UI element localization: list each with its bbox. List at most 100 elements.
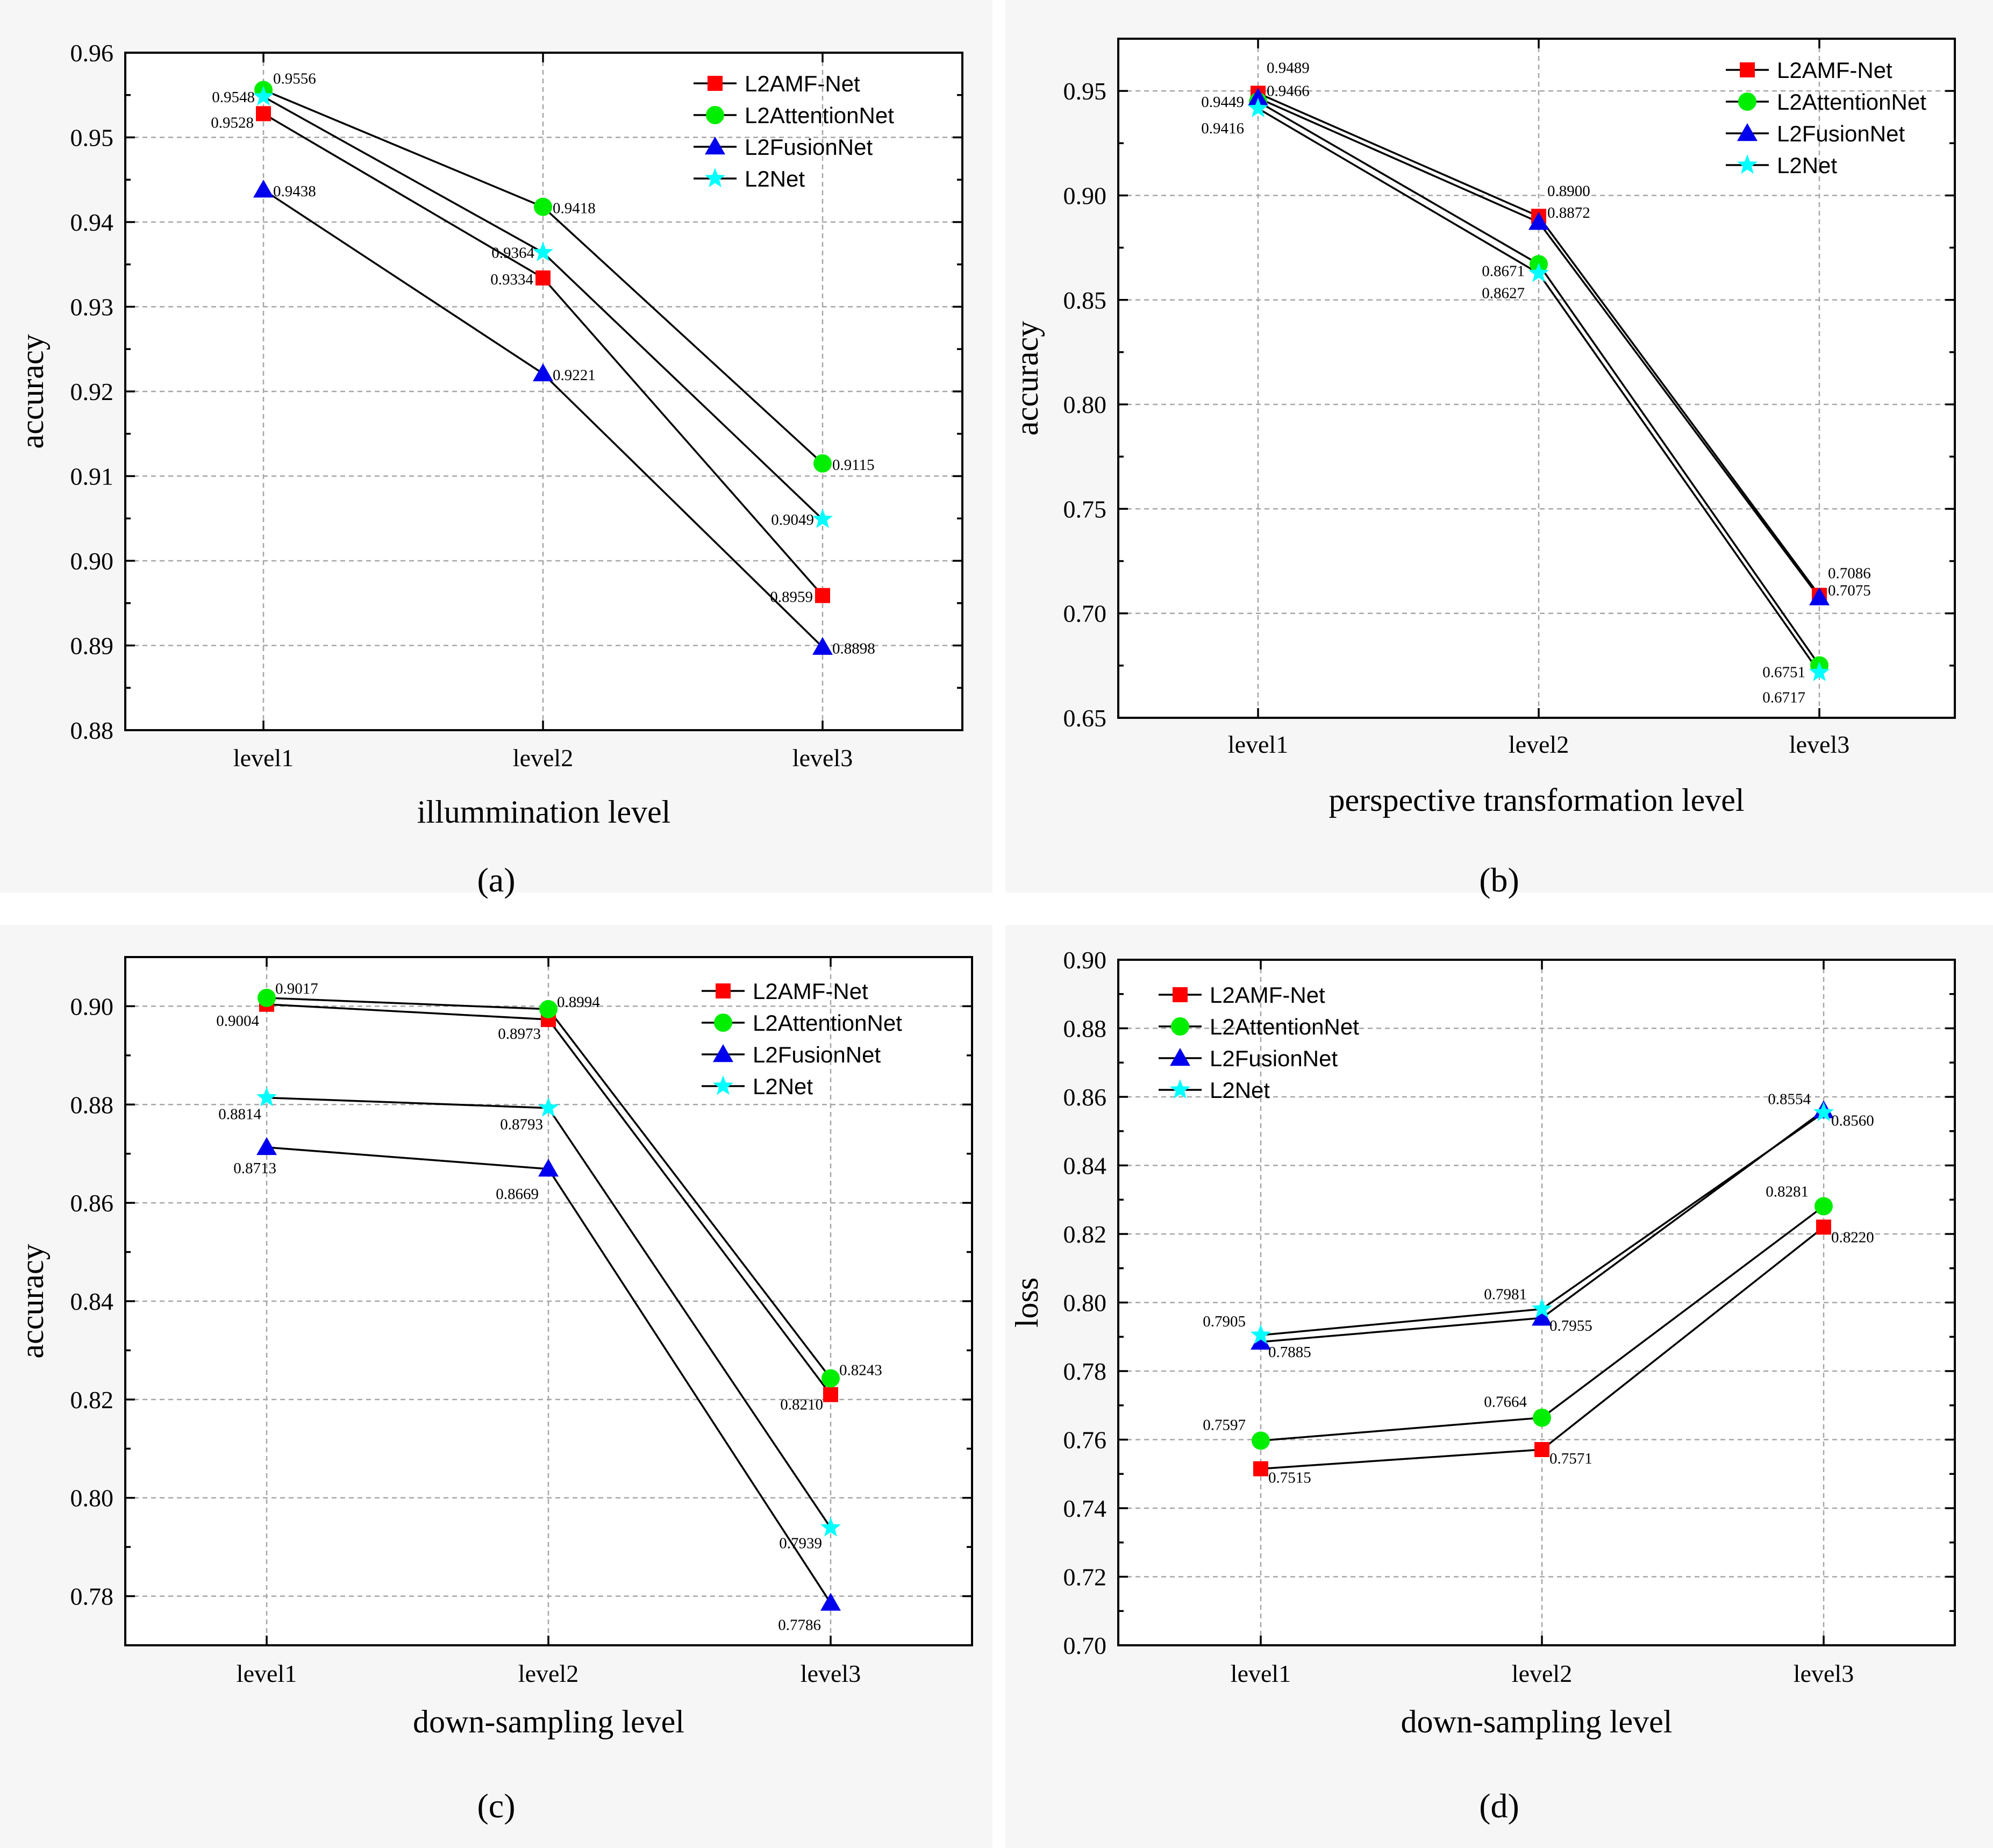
- data-label-l2attentionnet: 0.7664: [1484, 1394, 1527, 1411]
- data-point-l2net: [1251, 1324, 1271, 1344]
- data-point-l2attentionnet: [822, 1369, 840, 1388]
- legend: L2AMF-Net L2AttentionNet L2FusionNet L2Net: [702, 979, 902, 1099]
- legend-marker-l2attentionnet: [1738, 92, 1756, 111]
- data-point-l2net: [1532, 1298, 1552, 1318]
- legend-marker-l2fusionnet: [713, 1044, 733, 1062]
- data-point-l2amf-net: [1816, 1219, 1831, 1235]
- data-label-l2attentionnet: 0.9556: [273, 70, 316, 87]
- y-axis-label: accuracy: [1009, 321, 1045, 436]
- data-label-l2amf-net: 0.9528: [211, 114, 254, 131]
- legend-marker-l2amf-net: [708, 76, 723, 91]
- data-label-l2attentionnet: 0.9017: [275, 980, 318, 997]
- data-point-l2net: [1809, 661, 1830, 681]
- y-axis-label: accuracy: [15, 334, 50, 448]
- data-point-l2net: [253, 85, 274, 106]
- data-point-l2fusionnet: [812, 637, 833, 655]
- data-point-l2amf-net: [256, 106, 271, 122]
- chart-panel-c: 0.78 0.80 0.82 0.84 0.86 0.88 0.90 level1 level2…: [0, 925, 992, 1848]
- x-tick-label: level1: [1228, 731, 1288, 758]
- y-tick-label: 0.90: [70, 547, 114, 575]
- data-point-l2amf-net: [1534, 1442, 1549, 1457]
- data-point-l2attentionnet: [813, 454, 832, 473]
- data-label-l2net: 0.6717: [1762, 689, 1805, 707]
- data-label-l2fusionnet: 0.9438: [273, 183, 316, 200]
- legend-label-l2amf-net: L2AMF-Net: [1210, 982, 1325, 1008]
- data-label-l2amf-net: 0.8973: [498, 1025, 541, 1043]
- legend-label-l2fusionnet: L2FusionNet: [745, 134, 873, 160]
- data-label-l2attentionnet: 0.8281: [1766, 1183, 1809, 1200]
- x-tick-label: level2: [1509, 731, 1569, 758]
- data-label-l2fusionnet: 0.8560: [1831, 1112, 1874, 1130]
- data-label-l2fusionnet: 0.7885: [1268, 1344, 1311, 1361]
- data-label-l2amf-net: 0.7571: [1549, 1450, 1592, 1467]
- y-tick-label: 0.75: [1063, 495, 1107, 523]
- data-point-l2attentionnet: [539, 1000, 558, 1018]
- data-point-l2attentionnet: [534, 197, 552, 216]
- data-point-l2fusionnet: [253, 180, 274, 198]
- data-label-l2amf-net: 0.8210: [780, 1396, 823, 1414]
- legend-label-l2fusionnet: L2FusionNet: [1210, 1046, 1338, 1071]
- legend-marker-l2attentionnet: [1171, 1017, 1189, 1036]
- legend: L2AMF-Net L2AttentionNet L2FusionNet L2Net: [1159, 982, 1359, 1103]
- data-label-l2attentionnet: 0.6751: [1762, 663, 1805, 681]
- data-label-l2amf-net: 0.9489: [1267, 59, 1310, 76]
- data-point-l2fusionnet: [1251, 1331, 1271, 1350]
- chart-panel-a: 0.88 0.89 0.90 0.91 0.92 0.93 0.94 0.95 0.96 leve…: [0, 0, 992, 899]
- y-tick-label: 0.70: [1063, 1632, 1107, 1659]
- data-label-l2net: 0.9548: [212, 89, 255, 106]
- x-axis-label: down-sampling level: [1401, 1704, 1673, 1739]
- y-tick-label: 0.84: [70, 1288, 114, 1315]
- data-label-l2fusionnet: 0.9221: [553, 367, 596, 384]
- x-tick-label: level1: [233, 744, 294, 772]
- x-tick-label: level2: [1512, 1660, 1572, 1687]
- data-label-l2amf-net: 0.8959: [770, 589, 813, 606]
- panel-label: (b): [1479, 861, 1519, 899]
- data-point-l2net: [1813, 1102, 1834, 1122]
- data-label-l2fusionnet: 0.8898: [832, 640, 875, 658]
- data-point-l2fusionnet: [533, 363, 553, 382]
- data-point-l2attentionnet: [1252, 1431, 1270, 1450]
- data-label-l2net: 0.7981: [1484, 1286, 1527, 1303]
- data-label-l2net: 0.9416: [1201, 120, 1244, 137]
- data-point-l2fusionnet: [1532, 1308, 1552, 1326]
- legend-label-l2amf-net: L2AMF-Net: [753, 979, 868, 1004]
- chart-panel-b: 0.65 0.70 0.75 0.80 0.85 0.90 0.95 level1 level2…: [1005, 0, 1993, 899]
- y-tick-label: 0.90: [70, 993, 114, 1020]
- y-tick-label: 0.86: [1063, 1083, 1107, 1111]
- data-label-l2net: 0.9049: [771, 511, 814, 529]
- legend-label-l2attentionnet: L2AttentionNet: [745, 103, 894, 128]
- y-tick-label: 0.76: [1063, 1426, 1107, 1454]
- data-label-l2attentionnet: 0.7597: [1203, 1416, 1246, 1433]
- data-label-l2amf-net: 0.7515: [1268, 1469, 1311, 1487]
- data-point-l2net: [538, 1097, 559, 1117]
- data-point-l2fusionnet: [538, 1159, 559, 1177]
- data-label-l2amf-net: 0.9004: [216, 1012, 259, 1030]
- y-tick-label: 0.74: [1063, 1495, 1107, 1522]
- data-point-l2attentionnet: [1533, 1408, 1551, 1427]
- x-tick-label: level3: [792, 744, 853, 772]
- y-tick-label: 0.80: [1063, 391, 1107, 418]
- x-tick-label: level1: [237, 1660, 297, 1687]
- legend-marker-l2amf-net: [1173, 987, 1188, 1002]
- data-label-l2amf-net: 0.9334: [490, 271, 533, 288]
- data-label-l2net: 0.7939: [779, 1535, 822, 1552]
- y-tick-label: 0.88: [70, 1091, 114, 1118]
- x-tick-label: level3: [1789, 731, 1849, 758]
- y-tick-label: 0.91: [70, 463, 114, 490]
- data-label-l2attentionnet: 0.8994: [557, 994, 600, 1011]
- panel-label: (c): [477, 1787, 515, 1825]
- y-axis-label: accuracy: [15, 1244, 50, 1358]
- y-tick-label: 0.88: [70, 717, 114, 744]
- data-point-l2net: [1248, 97, 1268, 117]
- data-label-l2attentionnet: 0.8671: [1482, 262, 1525, 280]
- y-tick-label: 0.90: [1063, 946, 1107, 974]
- data-point-l2fusionnet: [1528, 212, 1549, 230]
- data-point-l2fusionnet: [1248, 88, 1268, 106]
- y-tick-label: 0.82: [70, 1386, 114, 1414]
- data-label-l2net: 0.9364: [491, 245, 534, 262]
- y-tick-label: 0.92: [70, 378, 114, 405]
- y-tick-label: 0.94: [70, 209, 114, 236]
- data-label-l2net: 0.8554: [1768, 1090, 1811, 1108]
- legend-label-l2attentionnet: L2AttentionNet: [1777, 89, 1926, 115]
